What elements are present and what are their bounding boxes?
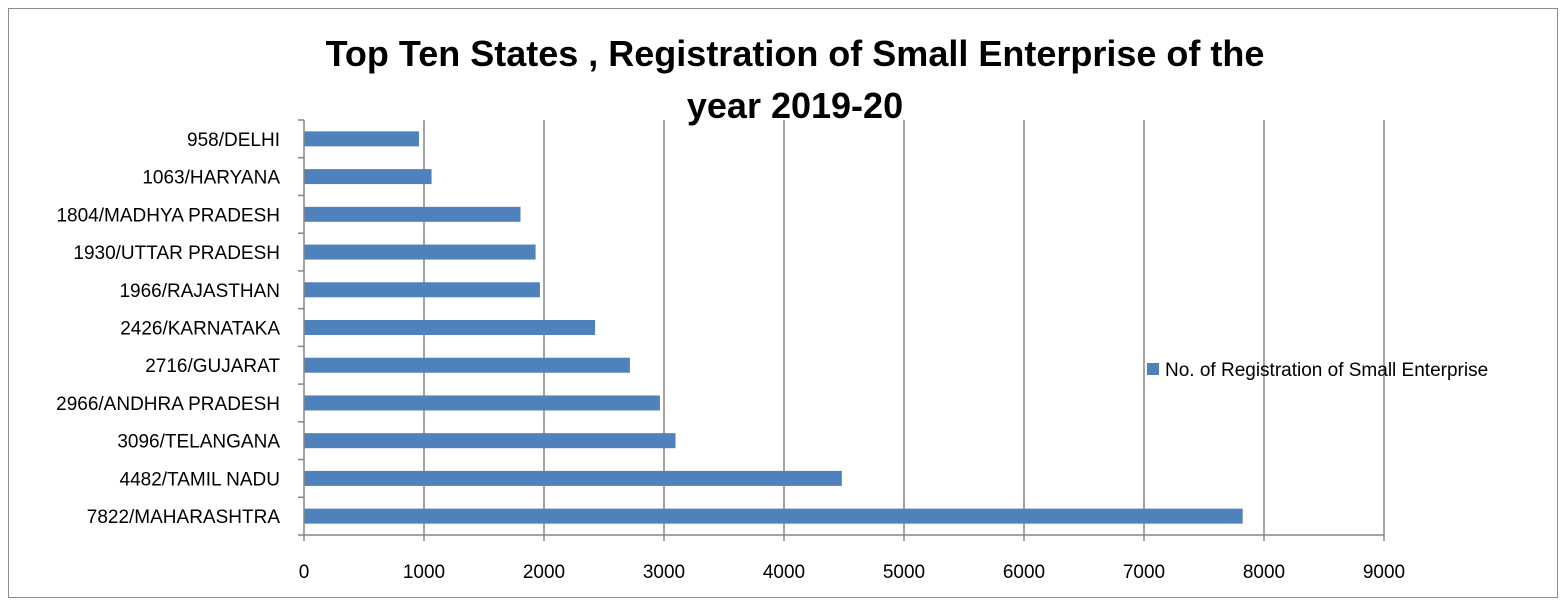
x-tick-label: 1000 (403, 562, 445, 583)
category-label: 1966/RAJASTHAN (119, 281, 280, 302)
category-label: 1063/HARYANA (142, 168, 280, 189)
labels-layer: 0 1000 2000 3000 4000 5000 6000 7000 8000 9000 958… (56, 130, 1405, 583)
x-tick-label: 2000 (523, 562, 565, 583)
category-label: 1930/UTTAR PRADESH (73, 243, 280, 264)
bar (304, 320, 596, 335)
bar (304, 169, 432, 185)
axes-layer (298, 119, 1385, 541)
bar (304, 244, 536, 260)
bar (304, 508, 1243, 524)
bar (304, 282, 540, 298)
category-label: 958/DELHI (187, 130, 280, 151)
bar (304, 206, 521, 222)
bar (304, 433, 676, 449)
bars-layer (304, 131, 1243, 524)
grid-layer (423, 120, 1385, 535)
x-tick-label: 3000 (643, 562, 685, 583)
category-label: 7822/MAHARASHTRA (87, 507, 281, 528)
chart-frame (8, 8, 1558, 598)
bar (304, 131, 419, 147)
category-label: 3096/TELANGANA (117, 432, 280, 453)
x-tick-label: 5000 (883, 562, 925, 583)
x-tick-label: 4000 (763, 562, 805, 583)
x-tick-label: 7000 (1123, 562, 1165, 583)
category-label: 1804/MADHYA PRADESH (56, 205, 280, 226)
x-tick-label: 8000 (1243, 562, 1285, 583)
chart-title-line-1: Top Ten States , Registration of Small E… (326, 33, 1265, 74)
bar (304, 470, 842, 486)
legend-swatch (1147, 363, 1159, 375)
category-label: 2966/ANDHRA PRADESH (56, 394, 280, 415)
x-tick-label: 9000 (1363, 562, 1405, 583)
x-tick-label: 6000 (1003, 562, 1045, 583)
category-label: 4482/TAMIL NADU (120, 469, 281, 490)
legend-layer: No. of Registration of Small Enterprise (1147, 360, 1488, 381)
bar (304, 357, 630, 373)
chart-title-line-2: year 2019-20 (687, 85, 903, 126)
category-label: 2426/KARNATAKA (120, 319, 280, 340)
x-tick-label: 0 (299, 562, 310, 583)
bar (304, 395, 660, 411)
legend-label: No. of Registration of Small Enterprise (1165, 360, 1488, 381)
category-label: 2716/GUJARAT (145, 356, 280, 377)
